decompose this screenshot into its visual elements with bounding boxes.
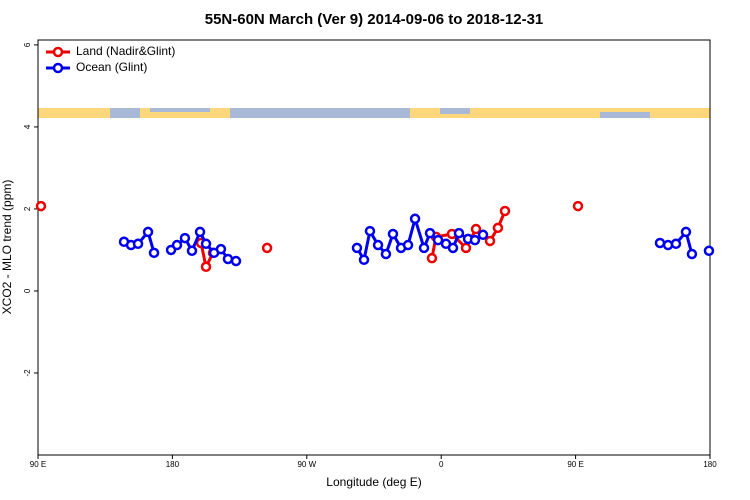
legend-marker <box>52 62 64 74</box>
data-point <box>409 213 421 225</box>
data-point <box>387 228 399 240</box>
data-point <box>418 242 430 254</box>
data-point <box>447 242 459 254</box>
x-tick-label: 90 E <box>567 460 583 469</box>
data-point <box>351 242 363 254</box>
data-point <box>35 200 47 212</box>
x-tick-label: 0 <box>439 460 444 469</box>
data-point <box>215 243 227 255</box>
data-point <box>132 238 144 250</box>
legend-label: Ocean (Glint) <box>76 60 147 74</box>
data-point <box>662 239 674 251</box>
legend-label: Land (Nadir&Glint) <box>76 44 175 58</box>
map-strip <box>38 108 710 118</box>
data-point <box>686 248 698 260</box>
data-point <box>186 245 198 257</box>
data-point <box>469 234 481 246</box>
data-point <box>470 223 482 235</box>
y-tick-label: 6 <box>23 42 32 47</box>
x-tick-label: 180 <box>166 460 180 469</box>
map-sea <box>230 108 410 118</box>
y-tick-label: 0 <box>23 288 32 293</box>
y-tick-label: 4 <box>23 124 32 129</box>
map-sea <box>110 108 140 118</box>
x-tick-label: 180 <box>703 460 717 469</box>
x-tick-label: 90 W <box>297 460 316 469</box>
x-axis-label: Longitude (deg E) <box>326 475 421 489</box>
data-point <box>432 234 444 246</box>
data-point <box>499 205 511 217</box>
data-point <box>142 226 154 238</box>
data-point <box>222 253 234 265</box>
data-point <box>680 226 692 238</box>
map-sea <box>150 108 210 112</box>
data-point <box>703 245 715 257</box>
map-sea <box>440 108 470 114</box>
y-tick-label: -2 <box>23 369 32 377</box>
map-sea <box>600 112 650 118</box>
data-point <box>402 239 414 251</box>
x-tick-label: 90 E <box>30 460 46 469</box>
data-point <box>171 239 183 251</box>
data-point <box>380 248 392 260</box>
chart-title: 55N-60N March (Ver 9) 2014-09-06 to 2018… <box>205 11 544 28</box>
data-point <box>426 252 438 264</box>
data-point <box>200 261 212 273</box>
y-axis-label: XCO2 - MLO trend (ppm) <box>0 180 14 315</box>
data-point <box>492 222 504 234</box>
data-point <box>148 247 160 259</box>
legend-marker <box>52 46 64 58</box>
data-point <box>453 227 465 239</box>
data-point <box>261 242 273 254</box>
data-point <box>460 242 472 254</box>
data-point <box>358 254 370 266</box>
data-point <box>424 227 436 239</box>
data-point <box>364 225 376 237</box>
data-point <box>194 226 206 238</box>
data-point <box>572 200 584 212</box>
data-point <box>200 238 212 250</box>
data-point <box>670 238 682 250</box>
data-point <box>372 239 384 251</box>
data-point <box>179 232 191 244</box>
y-tick-label: 2 <box>23 206 32 211</box>
data-point <box>230 255 242 267</box>
data-point <box>654 237 666 249</box>
data-point <box>477 229 489 241</box>
data-point <box>484 235 496 247</box>
